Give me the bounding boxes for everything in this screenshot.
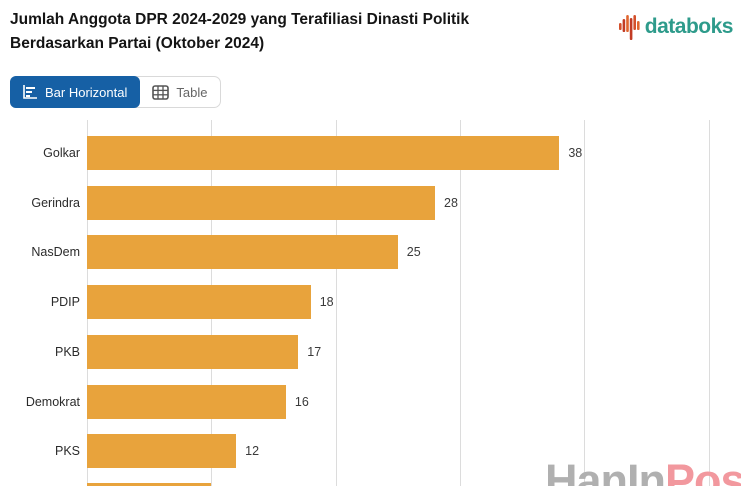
- value-label-pkb: 17: [307, 344, 322, 359]
- table-view-label: Table: [176, 84, 208, 100]
- bar-horizontal-view-label: Bar Horizontal: [45, 84, 128, 100]
- category-label-gerindra: Gerindra: [31, 195, 80, 210]
- bar-row: PDIP 18: [0, 285, 741, 320]
- view-toggle-group: Bar Horizontal Table: [10, 76, 222, 108]
- value-label-nasdem: 25: [406, 245, 421, 260]
- gridline-x-30: [459, 120, 461, 486]
- bar-pks[interactable]: [87, 434, 237, 469]
- value-label-gerindra: 28: [444, 195, 458, 210]
- bar-row: NasDem 25: [0, 235, 741, 270]
- horizontal-bar-chart: Golkar 38 Gerindra 28 NasDem 25 PDIP 18 PKB 17 Dem…: [0, 120, 741, 486]
- page-title-line1: Jumlah Anggota DPR 2024-2029 yang Terafi…: [10, 11, 470, 28]
- category-label-demokrat: Demokrat: [25, 394, 80, 409]
- table-view-button[interactable]: Table: [139, 77, 220, 107]
- bar-row: Gerindra 28: [0, 185, 741, 220]
- table-grid-icon: [152, 84, 170, 100]
- databoks-equalizer-icon: [618, 13, 642, 40]
- databoks-logo[interactable]: databoks: [618, 13, 734, 40]
- gridline-x-20: [335, 120, 337, 486]
- category-label-pks: PKS: [54, 444, 80, 459]
- value-label-pdip: 18: [319, 295, 334, 310]
- category-label-nasdem: NasDem: [31, 245, 80, 260]
- bar-pdip[interactable]: [87, 285, 311, 320]
- page-title: Jumlah Anggota DPR 2024-2029 yang Terafi…: [10, 8, 590, 56]
- bar-demokrat[interactable]: [87, 384, 286, 419]
- category-label-golkar: Golkar: [43, 146, 80, 160]
- value-label-pks: 12: [245, 444, 260, 459]
- gridline-x-40: [584, 120, 586, 486]
- databoks-logo-text: databoks: [644, 14, 734, 38]
- bar-partial-bottom[interactable]: [87, 483, 212, 486]
- bar-golkar[interactable]: [87, 136, 560, 170]
- value-label-demokrat: 16: [294, 394, 309, 409]
- bar-horizontal-chart-icon: [23, 85, 38, 99]
- bar-row: Demokrat 16: [0, 384, 741, 419]
- bar-horizontal-view-button[interactable]: Bar Horizontal: [10, 76, 141, 108]
- bar-pkb[interactable]: [87, 334, 299, 369]
- gridline-x-50: [708, 120, 710, 486]
- category-label-pdip: PDIP: [50, 295, 80, 310]
- category-label-pkb: PKB: [54, 344, 80, 359]
- bar-gerindra[interactable]: [87, 185, 436, 220]
- bar-nasdem[interactable]: [87, 235, 398, 270]
- value-label-golkar: 38: [568, 146, 583, 160]
- bar-row: Golkar 38: [0, 136, 741, 170]
- bar-row: [0, 483, 741, 486]
- bar-row: PKS 12: [0, 434, 741, 469]
- page-title-line2: Berdasarkan Partai (Oktober 2024): [10, 35, 265, 52]
- bar-row: PKB 17: [0, 334, 741, 369]
